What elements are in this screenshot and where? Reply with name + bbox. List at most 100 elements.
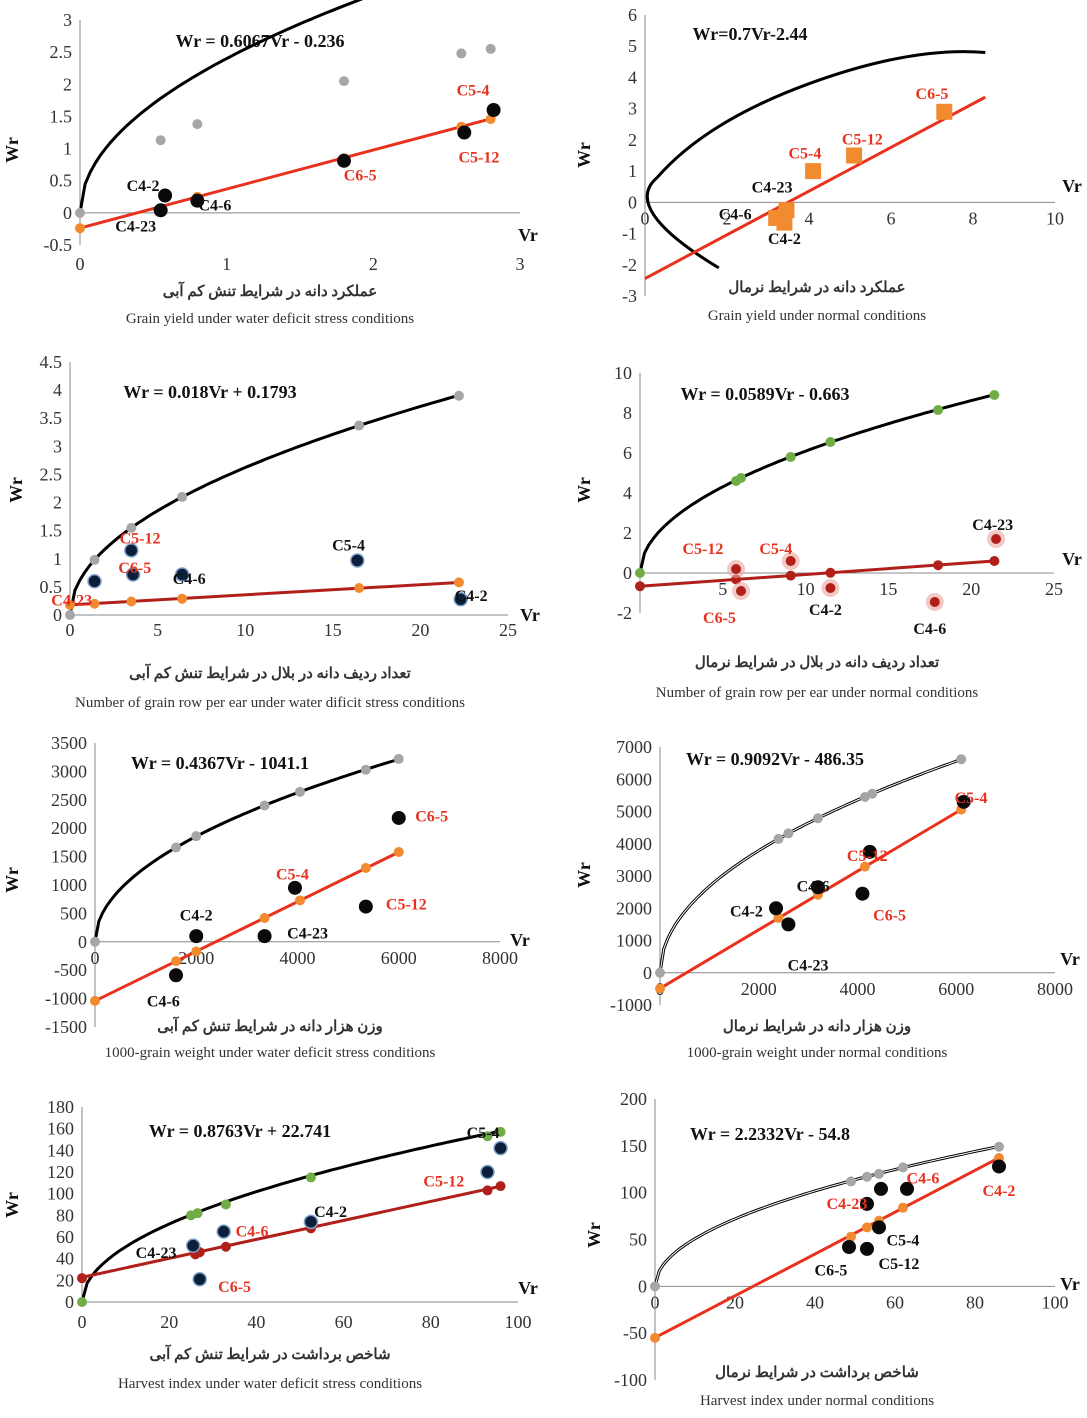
- parent-point: [900, 1181, 914, 1196]
- parent-label: C6-5: [415, 809, 448, 826]
- y-tick-label: 10: [614, 363, 632, 383]
- y-tick-label: -500: [54, 960, 87, 980]
- parent-label: C4-2: [983, 1183, 1016, 1200]
- x-tick-label: 4000: [280, 948, 316, 968]
- regression-point: [655, 983, 665, 994]
- parent-label: C4-6: [198, 198, 231, 215]
- regression-point: [635, 581, 645, 592]
- y-tick-label: 150: [620, 1136, 647, 1156]
- parabola-point: [192, 1208, 203, 1219]
- parabola-point: [862, 1171, 872, 1182]
- x-axis-title: Vr: [1062, 176, 1082, 196]
- parabola-point: [773, 833, 784, 844]
- regression-equation: Wr = 0.9092Vr - 486.35: [686, 749, 864, 769]
- parent-point: [391, 810, 406, 825]
- parent-point: [453, 592, 468, 607]
- limiting-parabola: [93, 757, 400, 943]
- parent-point: [825, 583, 836, 593]
- y-tick-label: 4: [628, 67, 637, 87]
- parent-label: C5-4: [332, 538, 365, 555]
- caption-persian: وزن هزار دانه در شرایط نرمال: [722, 1019, 912, 1035]
- regression-point: [785, 570, 796, 581]
- parent-point: [860, 1241, 874, 1256]
- y-tick-label: -50: [623, 1323, 647, 1343]
- parabola-point: [155, 135, 166, 146]
- x-tick-label: 25: [499, 620, 517, 640]
- parent-label: C5-12: [120, 530, 161, 547]
- caption-english: Number of grain row per ear under normal…: [655, 685, 979, 701]
- parent-label: C5-4: [467, 1125, 500, 1142]
- x-tick-label: 60: [886, 1292, 904, 1312]
- parabola-point: [77, 1297, 87, 1307]
- x-tick-label: 4000: [840, 979, 876, 999]
- parent-point: [457, 125, 472, 140]
- parent-point: [991, 534, 1002, 544]
- x-tick-label: 0: [66, 620, 75, 640]
- caption-persian: وزن هزار دانه در شرایط تنش کم آبی: [157, 1019, 383, 1035]
- parabola-point: [989, 390, 1000, 400]
- y-tick-label: 20: [56, 1270, 74, 1290]
- regression-point: [933, 560, 944, 571]
- parabola-point: [339, 76, 349, 87]
- regression-point: [360, 862, 371, 873]
- parent-point: [174, 567, 190, 582]
- x-tick-label: 4: [805, 208, 814, 228]
- regression-point: [220, 1241, 231, 1252]
- chart-panel-grain-yield-stress: -0.5 0 0.5 1 1.5 2 2.5 3 0 1 2 3 Wr Vr Wr = 0.6067Vr -…: [0, 0, 540, 340]
- parent-point: [189, 929, 204, 944]
- regression-point: [846, 1231, 856, 1242]
- caption-persian: عملکرد دانه در شرایط تنش کم آبی: [162, 284, 378, 300]
- parent-point: [153, 203, 168, 218]
- parent-label: C4-23: [972, 517, 1013, 534]
- y-tick-label: 1.5: [40, 521, 63, 541]
- parent-point: [216, 1224, 231, 1239]
- parent-point: [185, 1238, 201, 1253]
- parabola-point: [171, 842, 181, 853]
- parent-label: C4-2: [730, 904, 763, 921]
- regression-point: [825, 567, 836, 578]
- y-tick-label: 1500: [51, 847, 87, 867]
- parent-point: [337, 153, 351, 168]
- regression-point: [898, 1202, 908, 1213]
- x-axis-title: Vr: [518, 1278, 538, 1298]
- parabola-point: [295, 786, 306, 797]
- parent-label: C4-23: [136, 1245, 177, 1262]
- parabola-point: [360, 764, 371, 775]
- parent-label: C4-6: [907, 1171, 940, 1188]
- parent-label: C5-4: [955, 790, 988, 807]
- y-tick-label: 500: [60, 903, 87, 923]
- y-tick-label: 120: [47, 1162, 74, 1182]
- parabola-point: [191, 831, 202, 842]
- regression-point: [453, 577, 464, 588]
- y-axis-title: Wr: [6, 477, 26, 503]
- x-tick-label: 0: [78, 1312, 87, 1332]
- x-axis-title: Vr: [1062, 549, 1082, 569]
- x-axis-title: Vr: [518, 225, 538, 245]
- parent-point: [929, 597, 940, 607]
- parabola-point: [933, 405, 944, 415]
- y-tick-label: 3: [53, 436, 62, 456]
- y-tick-label: 140: [47, 1140, 74, 1160]
- y-tick-label: 2: [53, 493, 62, 513]
- regression-line: [654, 1156, 1000, 1339]
- parent-label: C4-2: [809, 602, 842, 619]
- parent-label: C6-5: [815, 1262, 848, 1279]
- chart-panel-1000-grain-weight-stress: -1500 -1000 -500 0 500 1000 1500 2000 2500 3000 35…: [0, 725, 540, 1075]
- y-axis-title: Wr: [574, 477, 594, 503]
- parent-label: C5-4: [887, 1233, 920, 1250]
- parabola-point: [192, 119, 203, 130]
- regression-point: [393, 847, 404, 858]
- parent-label: C4-2: [768, 231, 801, 248]
- limiting-parabola: [68, 393, 462, 616]
- parent-point: [190, 193, 205, 208]
- chart-panel-harvest-index-stress: 0 20 40 60 80 100 120 140 160 180 0 20 40 60 80 100 Wr Vr…: [0, 1085, 540, 1405]
- parabola-point: [75, 207, 85, 218]
- parabola-point: [635, 568, 645, 578]
- y-tick-label: 40: [56, 1249, 74, 1269]
- parent-point: [805, 163, 822, 180]
- parabola-point: [453, 390, 464, 401]
- y-tick-label: 1000: [616, 931, 652, 951]
- x-tick-label: 10: [797, 579, 815, 599]
- x-tick-label: 8: [969, 208, 978, 228]
- chart-grain-row-normal: -2 0 2 4 6 8 10 5 10 15 20 25 Wr Vr Wr = 0.0589Vr - 0.…: [574, 363, 1082, 638]
